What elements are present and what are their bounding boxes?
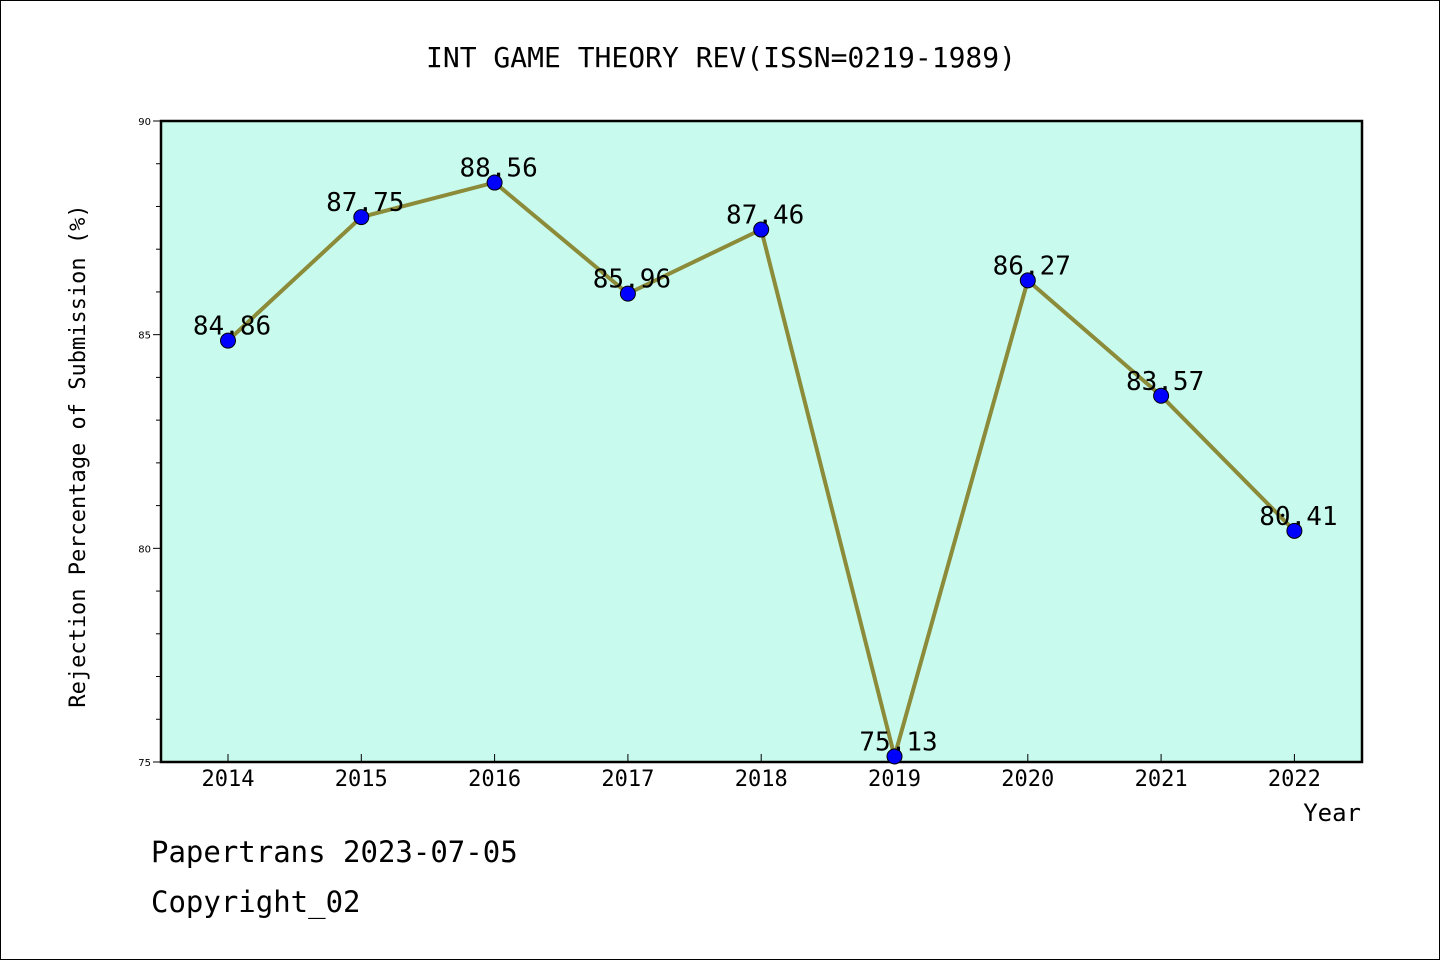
- y-tick-label: 80: [138, 544, 151, 555]
- data-point: [619, 285, 636, 302]
- x-tick-label: 2017: [601, 767, 654, 792]
- data-label: 75.13: [859, 727, 937, 757]
- data-point: [753, 221, 770, 238]
- data-label: 87.75: [326, 188, 404, 218]
- x-axis-label: Year: [1303, 799, 1361, 827]
- data-point: [220, 332, 236, 349]
- data-point: [486, 174, 503, 191]
- data-label: 85.96: [593, 265, 671, 295]
- data-label: 83.57: [1126, 367, 1204, 397]
- data-label: 88.56: [459, 154, 537, 184]
- x-tick-label: 2016: [468, 767, 521, 792]
- data-label: 86.27: [993, 251, 1071, 281]
- x-tick-label: 2021: [1135, 767, 1188, 792]
- y-tick-label: 90: [138, 117, 151, 128]
- x-tick-label: 2022: [1268, 767, 1321, 792]
- footer-date: Papertrans 2023-07-05: [151, 835, 518, 869]
- data-point: [1286, 522, 1303, 539]
- data-point: [1153, 387, 1170, 404]
- x-tick-label: 2014: [202, 767, 255, 792]
- data-point: [1019, 272, 1036, 289]
- y-axis-label: Rejection Percentage of Submission (%): [66, 204, 91, 707]
- data-label: 84.86: [193, 312, 271, 342]
- x-tick-label: 2018: [735, 767, 788, 792]
- y-tick-label: 85: [138, 331, 151, 342]
- x-tick-label: 2020: [1001, 767, 1054, 792]
- chart-title: INT GAME THEORY REV(ISSN=0219-1989): [426, 41, 1016, 74]
- data-point: [353, 209, 370, 226]
- data-label: 80.41: [1259, 502, 1337, 532]
- x-tick-label: 2019: [868, 767, 921, 792]
- footer-copyright: Copyright_02: [151, 885, 361, 919]
- y-tick-label: 75: [138, 758, 151, 769]
- data-label: 87.46: [726, 201, 804, 231]
- data-point: [886, 748, 903, 765]
- x-tick-label: 2015: [335, 767, 388, 792]
